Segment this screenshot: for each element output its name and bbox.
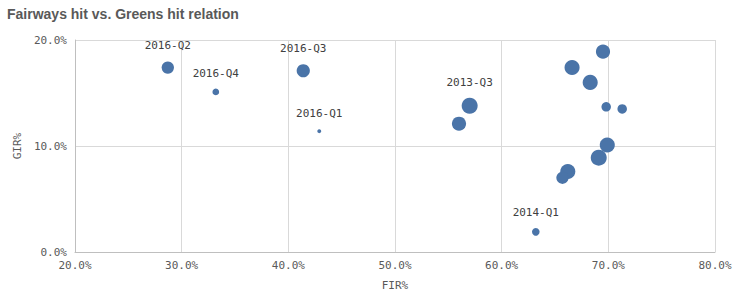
svg-text:20.0%: 20.0% — [58, 259, 91, 272]
svg-text:50.0%: 50.0% — [378, 259, 411, 272]
svg-text:40.0%: 40.0% — [272, 259, 305, 272]
svg-text:2016-Q2: 2016-Q2 — [145, 39, 191, 52]
svg-text:70.0%: 70.0% — [592, 259, 625, 272]
svg-text:GIR%: GIR% — [11, 132, 24, 159]
svg-text:30.0%: 30.0% — [165, 259, 198, 272]
svg-text:0.0%: 0.0% — [41, 246, 68, 259]
svg-text:2016-Q4: 2016-Q4 — [193, 67, 240, 80]
svg-text:Fairways hit vs. Greens hit re: Fairways hit vs. Greens hit relation — [7, 6, 239, 22]
svg-text:20.0%: 20.0% — [34, 34, 67, 47]
svg-text:2016-Q3: 2016-Q3 — [280, 42, 326, 55]
svg-text:10.0%: 10.0% — [34, 140, 67, 153]
svg-text:2016-Q1: 2016-Q1 — [296, 107, 342, 120]
svg-text:2014-Q1: 2014-Q1 — [513, 206, 559, 219]
svg-text:FIR%: FIR% — [382, 279, 409, 292]
svg-text:2013-Q3: 2013-Q3 — [446, 76, 492, 89]
svg-text:60.0%: 60.0% — [485, 259, 518, 272]
svg-text:80.0%: 80.0% — [698, 259, 731, 272]
